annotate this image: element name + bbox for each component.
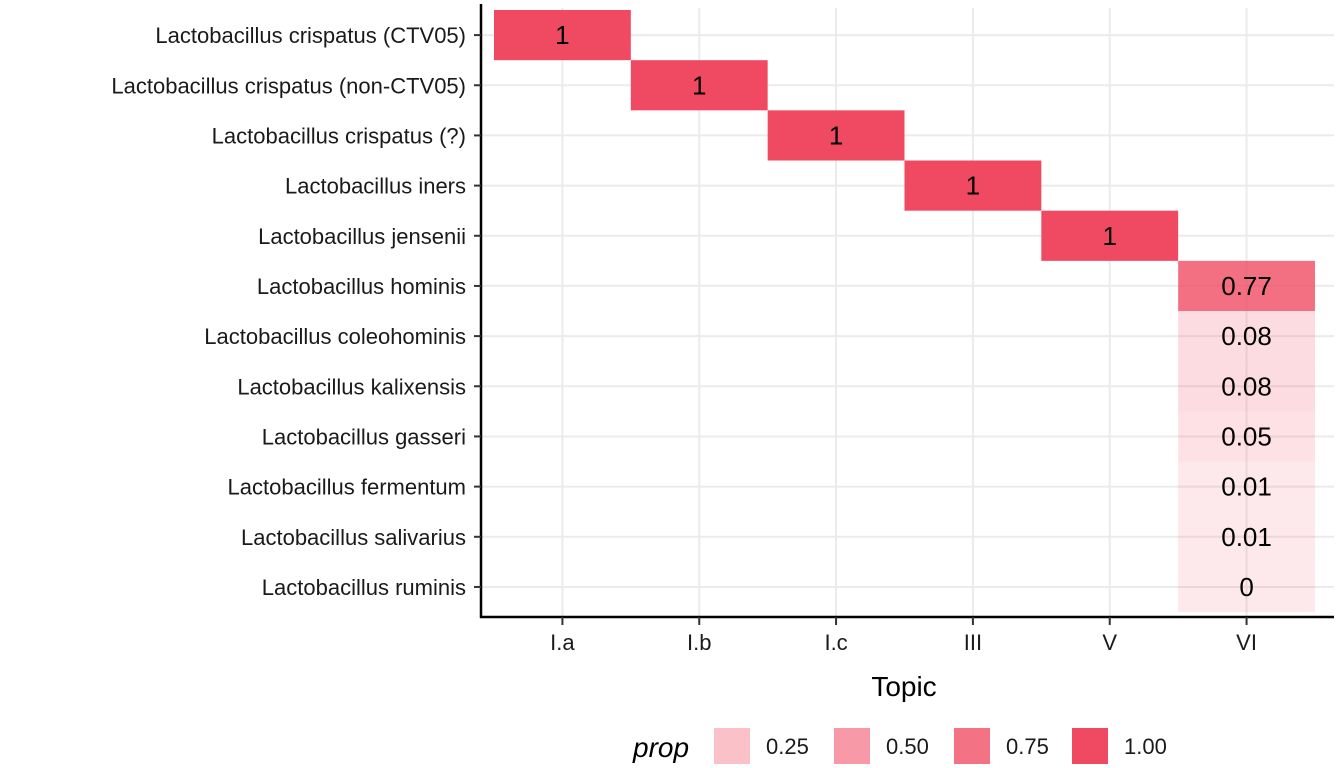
cell-value-label: 1 [829, 120, 843, 150]
cell-value-label: 1 [692, 70, 706, 100]
heatmap-cells: 1 1 1 1 1 0.77 0.08 0.08 0.05 0.01 0.01 0 [494, 10, 1315, 613]
y-axis-labels: Lactobacillus crispatus (CTV05) Lactobaci… [111, 23, 481, 600]
y-tick-label: Lactobacillus kalixensis [237, 374, 466, 399]
legend: prop 0.25 0.50 0.75 1.00 [632, 728, 1167, 764]
x-tick-label: I.b [687, 630, 711, 655]
heatmap-cell [630, 60, 768, 111]
cell-value-label: 0.77 [1221, 271, 1272, 301]
cell-value-label: 0.01 [1221, 522, 1272, 552]
legend-key [954, 728, 990, 764]
y-tick-label: Lactobacillus iners [285, 174, 466, 199]
legend-key [834, 728, 870, 764]
cell-value-label: 0 [1239, 572, 1253, 602]
x-tick-label: V [1102, 630, 1117, 655]
heatmap-cell [1178, 461, 1315, 512]
y-tick-label: Lactobacillus ruminis [262, 575, 466, 600]
axes [479, 4, 1334, 619]
x-axis-labels: I.a I.b I.c III V VI [550, 617, 1257, 655]
cell-value-label: 0.05 [1221, 421, 1272, 451]
legend-key [714, 728, 750, 764]
cell-value-label: 1 [1103, 221, 1117, 251]
cell-value-label: 0.08 [1221, 371, 1272, 401]
x-axis-title: Topic [871, 671, 936, 702]
cell-value-label: 1 [966, 171, 980, 201]
heatmap-cell [1178, 361, 1315, 412]
legend-label: 0.50 [886, 734, 929, 759]
cell-value-label: 0.01 [1221, 472, 1272, 502]
legend-key [1072, 728, 1108, 764]
legend-title: prop [632, 732, 689, 763]
heatmap-cell [1178, 411, 1315, 462]
x-tick-label: I.a [550, 630, 575, 655]
x-tick-label: VI [1236, 630, 1257, 655]
heatmap-cell [1178, 260, 1315, 312]
heatmap-cell [904, 160, 1042, 211]
cell-value-label: 0.08 [1221, 321, 1272, 351]
y-tick-label: Lactobacillus fermentum [228, 475, 466, 500]
heatmap-cell [1178, 511, 1315, 562]
legend-label: 1.00 [1124, 734, 1167, 759]
x-tick-label: I.c [824, 630, 847, 655]
heatmap-cell [494, 10, 631, 61]
y-tick-label: Lactobacillus jensenii [258, 224, 466, 249]
y-tick-label: Lactobacillus salivarius [241, 525, 466, 550]
y-tick-label: Lactobacillus crispatus (CTV05) [155, 23, 466, 48]
heatmap-cell [1178, 311, 1315, 362]
y-tick-label: Lactobacillus crispatus (?) [212, 123, 466, 148]
legend-label: 0.25 [766, 734, 809, 759]
x-tick-label: III [964, 630, 982, 655]
heatmap-cell [1178, 561, 1315, 613]
legend-label: 0.75 [1006, 734, 1049, 759]
y-tick-label: Lactobacillus crispatus (non-CTV05) [111, 73, 466, 98]
heatmap-cell [767, 110, 905, 161]
grid-lines [481, 8, 1334, 617]
y-tick-label: Lactobacillus hominis [257, 274, 466, 299]
y-tick-label: Lactobacillus coleohominis [204, 324, 466, 349]
heatmap-cell [1041, 210, 1179, 261]
cell-value-label: 1 [555, 20, 569, 50]
y-tick-label: Lactobacillus gasseri [262, 424, 466, 449]
